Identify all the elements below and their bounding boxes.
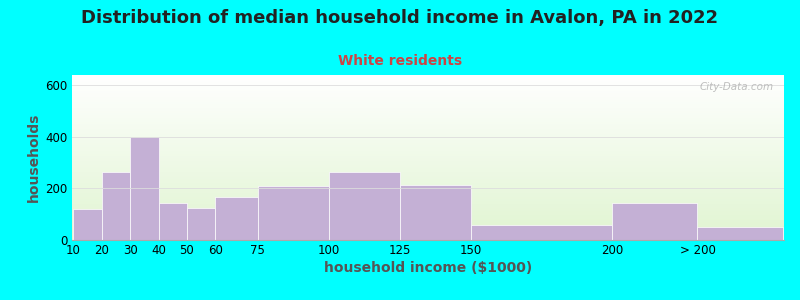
Bar [400, 184, 470, 240]
Bar [698, 227, 782, 240]
Text: Distribution of median household income in Avalon, PA in 2022: Distribution of median household income … [82, 9, 718, 27]
Bar [102, 172, 130, 240]
Y-axis label: households: households [26, 113, 41, 202]
Bar [215, 197, 258, 240]
Bar [130, 137, 158, 240]
X-axis label: household income ($1000): household income ($1000) [324, 261, 532, 275]
Bar [612, 202, 698, 240]
Bar [158, 202, 187, 240]
Text: White residents: White residents [338, 54, 462, 68]
Bar [258, 186, 329, 240]
Text: City-Data.com: City-Data.com [699, 82, 774, 92]
Bar [470, 224, 612, 240]
Bar [329, 172, 400, 240]
Bar [187, 208, 215, 240]
Bar [74, 209, 102, 240]
